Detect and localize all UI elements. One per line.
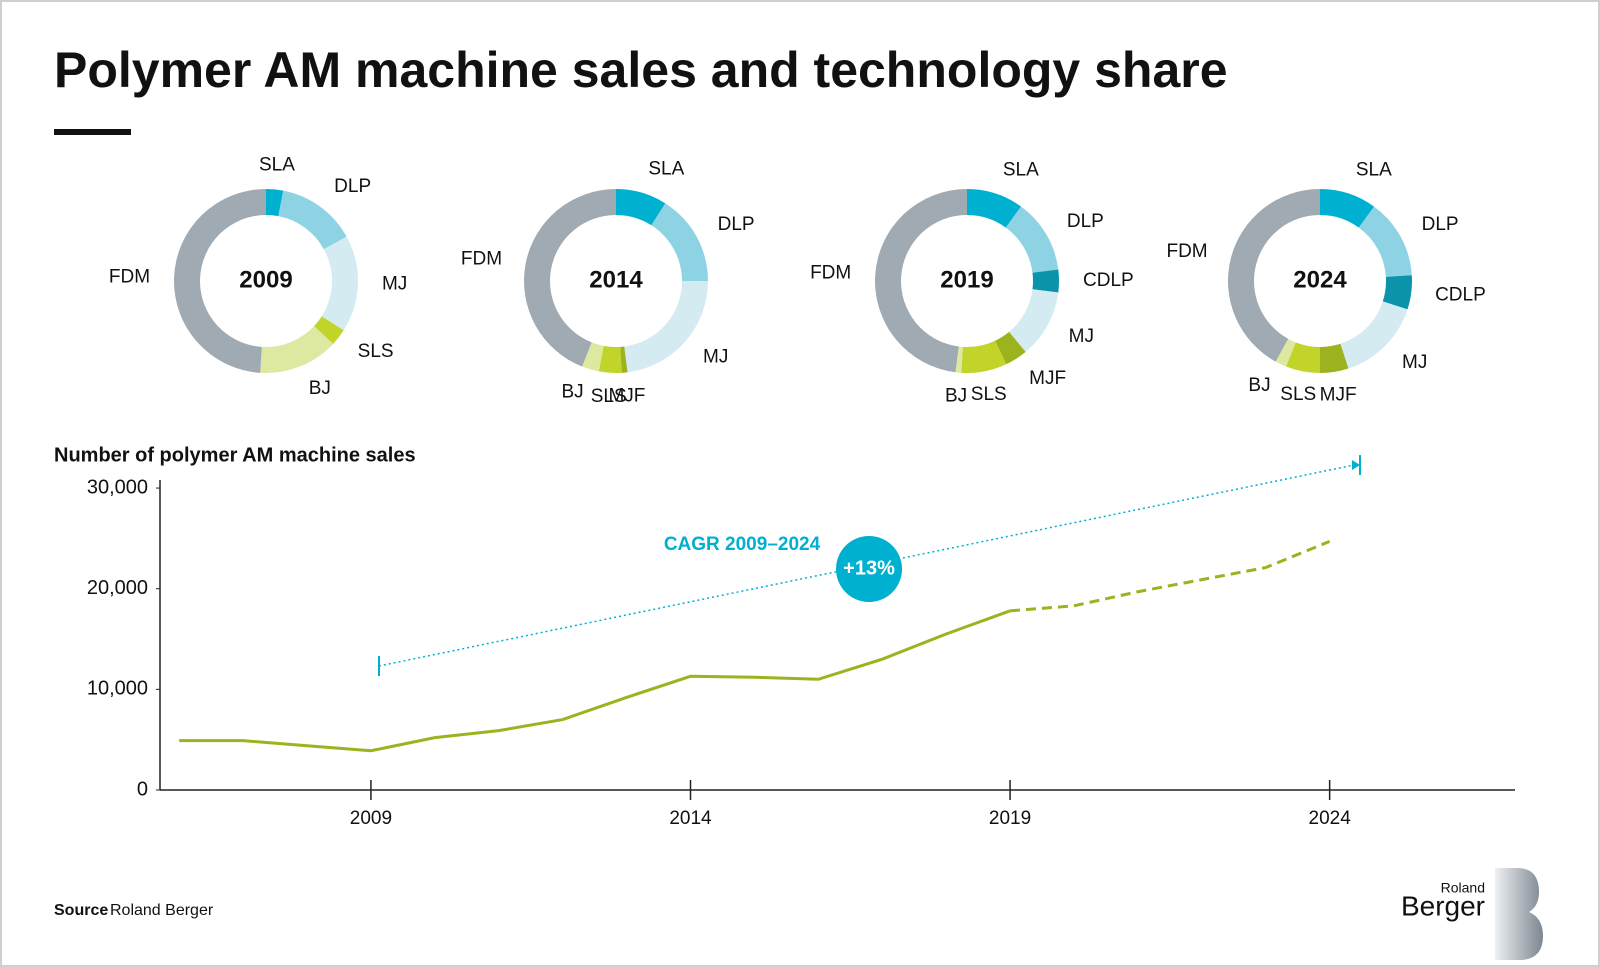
page-title: Polymer AM machine sales and technology … (54, 42, 1228, 98)
donut-center-label: 2019 (940, 266, 993, 293)
donut-slice (1320, 343, 1349, 373)
slice-label: SLA (1356, 160, 1392, 181)
y-tick-label: 0 (137, 778, 148, 800)
donut-slice (314, 316, 344, 344)
donut-slice (1009, 289, 1059, 352)
slice-label: FDM (109, 266, 150, 287)
donut-slice (321, 236, 358, 331)
donut-slice (961, 340, 1007, 373)
slice-label: SLS (591, 386, 627, 407)
slice-label: DLP (1067, 211, 1104, 232)
slice-label: MJ (382, 274, 407, 295)
y-tick-label: 30,000 (87, 476, 148, 498)
donut-slice (967, 189, 1022, 228)
source-label: Source (54, 902, 108, 919)
donut-slice (995, 331, 1026, 365)
donut-slice (598, 345, 622, 373)
donut-slice (582, 342, 604, 372)
slice-label: BJ (1248, 375, 1270, 396)
donut-slice (1382, 275, 1412, 310)
slice-label: FDM (461, 248, 502, 269)
slice-label: CDLP (1435, 285, 1486, 306)
slice-label: MJ (703, 347, 728, 368)
logo-text: Roland (1441, 880, 1485, 896)
y-axis-title: Number of polymer AM machine sales (54, 444, 416, 466)
slice-label: BJ (561, 381, 583, 402)
y-tick-label: 10,000 (87, 678, 148, 700)
donut-slice (1275, 338, 1296, 367)
cagr-label: CAGR 2009–2024 (664, 534, 821, 555)
donut-slice (260, 326, 334, 373)
donut-slice (1358, 206, 1412, 277)
slice-label: SLS (1280, 384, 1316, 405)
x-tick-label: 2024 (1309, 808, 1352, 829)
y-tick-label: 20,000 (87, 577, 148, 599)
slice-label: FDM (810, 263, 851, 284)
slice-label: MJF (608, 386, 645, 407)
donut-slice (1320, 189, 1375, 228)
slice-label: MJ (1069, 326, 1094, 347)
donut-slice (955, 346, 963, 373)
cagr-badge (836, 536, 902, 602)
donut-slice (1340, 301, 1408, 369)
line-series (179, 609, 1011, 753)
slice-label: MJ (1402, 352, 1427, 373)
donut-slice (875, 189, 967, 373)
logo-mark (1495, 868, 1543, 960)
donut-center-label: 2024 (1293, 266, 1347, 293)
slice-label: SLA (648, 159, 684, 180)
cagr-value: +13% (843, 557, 895, 579)
cagr-arrow (378, 464, 1355, 667)
slice-label: BJ (309, 378, 331, 399)
donut-slice (616, 189, 666, 226)
donut-slice (278, 190, 347, 250)
donut-slice (1032, 269, 1059, 293)
slice-label: SLA (1003, 160, 1039, 181)
slice-label: DLP (718, 214, 755, 235)
donut-slice (651, 203, 708, 281)
line-series (1009, 540, 1331, 613)
title-rule (54, 129, 131, 135)
donut-slice (523, 189, 616, 367)
x-tick-label: 2014 (669, 808, 712, 829)
source: Roland Berger (110, 902, 214, 919)
slice-label: DLP (334, 176, 371, 197)
slice-label: SLS (358, 341, 394, 362)
slice-label: BJ (945, 386, 967, 407)
slice-label: MJF (1320, 385, 1357, 406)
cagr-arrowhead (1352, 460, 1360, 470)
donut-slice (174, 189, 266, 373)
slice-label: MJF (1029, 368, 1066, 389)
donut-slice (266, 189, 284, 217)
donut-slice (620, 346, 628, 373)
x-tick-label: 2009 (350, 808, 392, 829)
donut-center-label: 2014 (589, 266, 643, 293)
slice-label: SLS (971, 384, 1007, 405)
x-tick-label: 2019 (989, 808, 1031, 829)
slice-label: DLP (1422, 214, 1459, 235)
slice-label: FDM (1166, 241, 1207, 262)
logo-text: Berger (1401, 890, 1485, 921)
slice-label: CDLP (1083, 270, 1134, 291)
donut-slice (624, 281, 708, 373)
donut-slice (1005, 206, 1059, 273)
donut-slice (1228, 189, 1320, 362)
slice-label: SLA (259, 155, 295, 176)
donut-slice (1286, 342, 1320, 373)
donut-center-label: 2009 (239, 266, 292, 293)
